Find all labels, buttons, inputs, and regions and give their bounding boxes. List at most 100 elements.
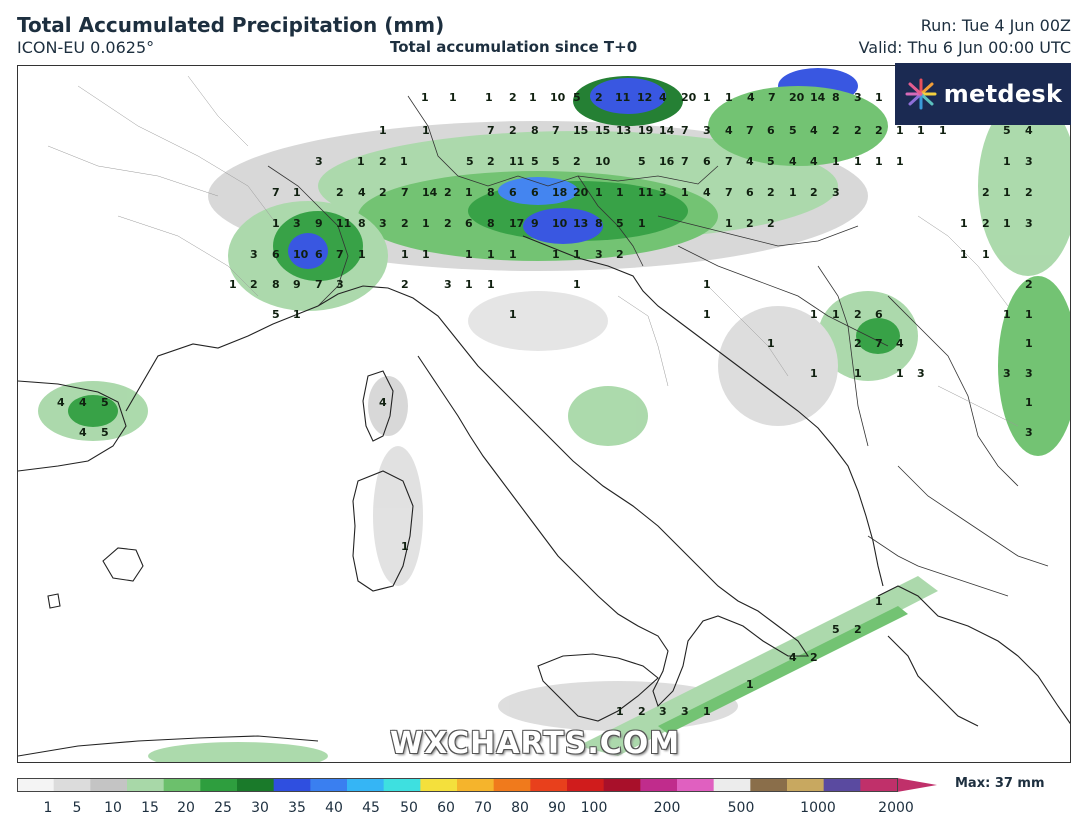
precip-value-label: 3 [1003,367,1011,380]
precip-value-label: 1 [1003,155,1011,168]
precip-value-label: 4 [896,337,904,350]
precip-value-label: 1 [703,705,711,718]
precip-value-label: 3 [1025,367,1033,380]
precip-value-label: 1 [485,91,493,104]
precip-value-label: 1 [875,155,883,168]
precip-value-label: 4 [379,396,387,409]
precip-value-label: 3 [917,367,925,380]
precip-value-label: 7 [725,186,733,199]
precip-value-label: 3 [854,91,862,104]
colorbar-tick-label: 20 [177,800,195,816]
precip-value-label: 11 [336,217,352,230]
precip-value-label: 1 [1003,186,1011,199]
colorbar-segment [640,778,678,792]
precip-value-label: 2 [509,91,517,104]
precip-value-label: 13 [573,217,589,230]
precip-value-label: 2 [854,308,862,321]
precip-value-label: 3 [703,124,711,137]
precip-value-label: 5 [101,396,109,409]
precip-value-label: 1 [422,124,430,137]
precip-value-label: 3 [1025,217,1033,230]
precip-value-label: 2 [573,155,581,168]
colorbar-segment [420,778,458,792]
precip-value-label: 1 [616,705,624,718]
precip-value-label: 2 [1025,278,1033,291]
colorbar-segment [310,778,348,792]
precip-value-label: 3 [681,705,689,718]
colorbar-segment [383,778,421,792]
precip-value-label: 4 [703,186,711,199]
precip-value-label: 16 [659,155,675,168]
precip-value-label: 1 [529,91,537,104]
colorbar-segment [750,778,788,792]
colorbar-segment [90,778,128,792]
precip-value-label: 1 [638,217,646,230]
colorbar-tick-label: 35 [288,800,306,816]
precip-value-label: 1 [746,678,754,691]
colorbar-tick-label: 2000 [878,800,914,816]
precip-value-label: 4 [57,396,65,409]
precip-value-label: 5 [552,155,560,168]
precip-value-label: 5 [101,426,109,439]
precip-value-label: 5 [272,308,280,321]
colorbar-tick-label: 200 [653,800,681,816]
precip-value-label: 10 [552,217,568,230]
precip-value-label: 4 [358,186,366,199]
precip-value-label: 3 [315,155,323,168]
colorbar-segment [787,778,825,792]
precip-value-label: 2 [616,248,624,261]
precip-value-label: 2 [379,186,387,199]
precip-value-label: 4 [810,155,818,168]
precipitation-map: 1 1 1 2 1 10 5 2 11 12 4 20 1 1 4 7 20 14 8 3 1 1 1 7 2 8 7 15 15 13 1… [17,65,1071,763]
precip-value-label: 10 [293,248,309,261]
precip-value-label: 6 [315,248,323,261]
precip-value-label: 8 [832,91,840,104]
precip-value-label: 1 [595,186,603,199]
precip-value-label: 1 [401,248,409,261]
precip-value-label: 7 [552,124,560,137]
precip-value-label: 1 [465,248,473,261]
precipitation-shading [38,68,1070,762]
run-time: Run: Tue 4 Jun 00Z [920,16,1071,35]
colorbar-arrow [897,778,937,792]
precip-value-label: 5 [1003,124,1011,137]
precip-value-label: 6 [509,186,517,199]
precip-value-label: 5 [573,91,581,104]
precip-value-label: 6 [767,124,775,137]
precip-value-label: 9 [315,217,323,230]
precip-value-label: 7 [336,248,344,261]
precip-value-label: 1 [1003,308,1011,321]
precip-value-label: 20 [573,186,589,199]
precip-value-label: 4 [789,651,797,664]
precip-value-label: 11 [615,91,631,104]
precip-value-label: 4 [725,124,733,137]
precip-value-label: 2 [401,217,409,230]
precip-value-label: 1 [229,278,237,291]
precip-value-label: 7 [487,124,495,137]
precip-value-label: 1 [832,155,840,168]
precip-value-label: 1 [1025,396,1033,409]
precip-value-label: 2 [509,124,517,137]
accumulation-subtitle: Total accumulation since T+0 [390,38,638,56]
precip-value-label: 2 [810,651,818,664]
colorbar-tick-label: 70 [474,800,492,816]
colorbar-tick-label: 1 [43,800,53,816]
precip-value-label: 4 [789,155,797,168]
precip-value-label: 5 [466,155,474,168]
precip-value-label: 15 [595,124,611,137]
precip-value-label: 1 [465,278,473,291]
colorbar-segment [127,778,165,792]
precip-value-label: 1 [854,367,862,380]
colorbar-tick-label: 45 [362,800,380,816]
precip-value-label: 3 [444,278,452,291]
precip-value-label: 1 [616,186,624,199]
precip-value-label: 2 [767,217,775,230]
precip-value-label: 5 [638,155,646,168]
precip-value-label: 5 [789,124,797,137]
precip-value-label: 8 [487,186,495,199]
precip-value-label: 6 [272,248,280,261]
colorbar-segment [677,778,715,792]
precip-value-label: 17 [509,217,525,230]
precip-value-label: 2 [854,124,862,137]
colorbar-segment [567,778,605,792]
